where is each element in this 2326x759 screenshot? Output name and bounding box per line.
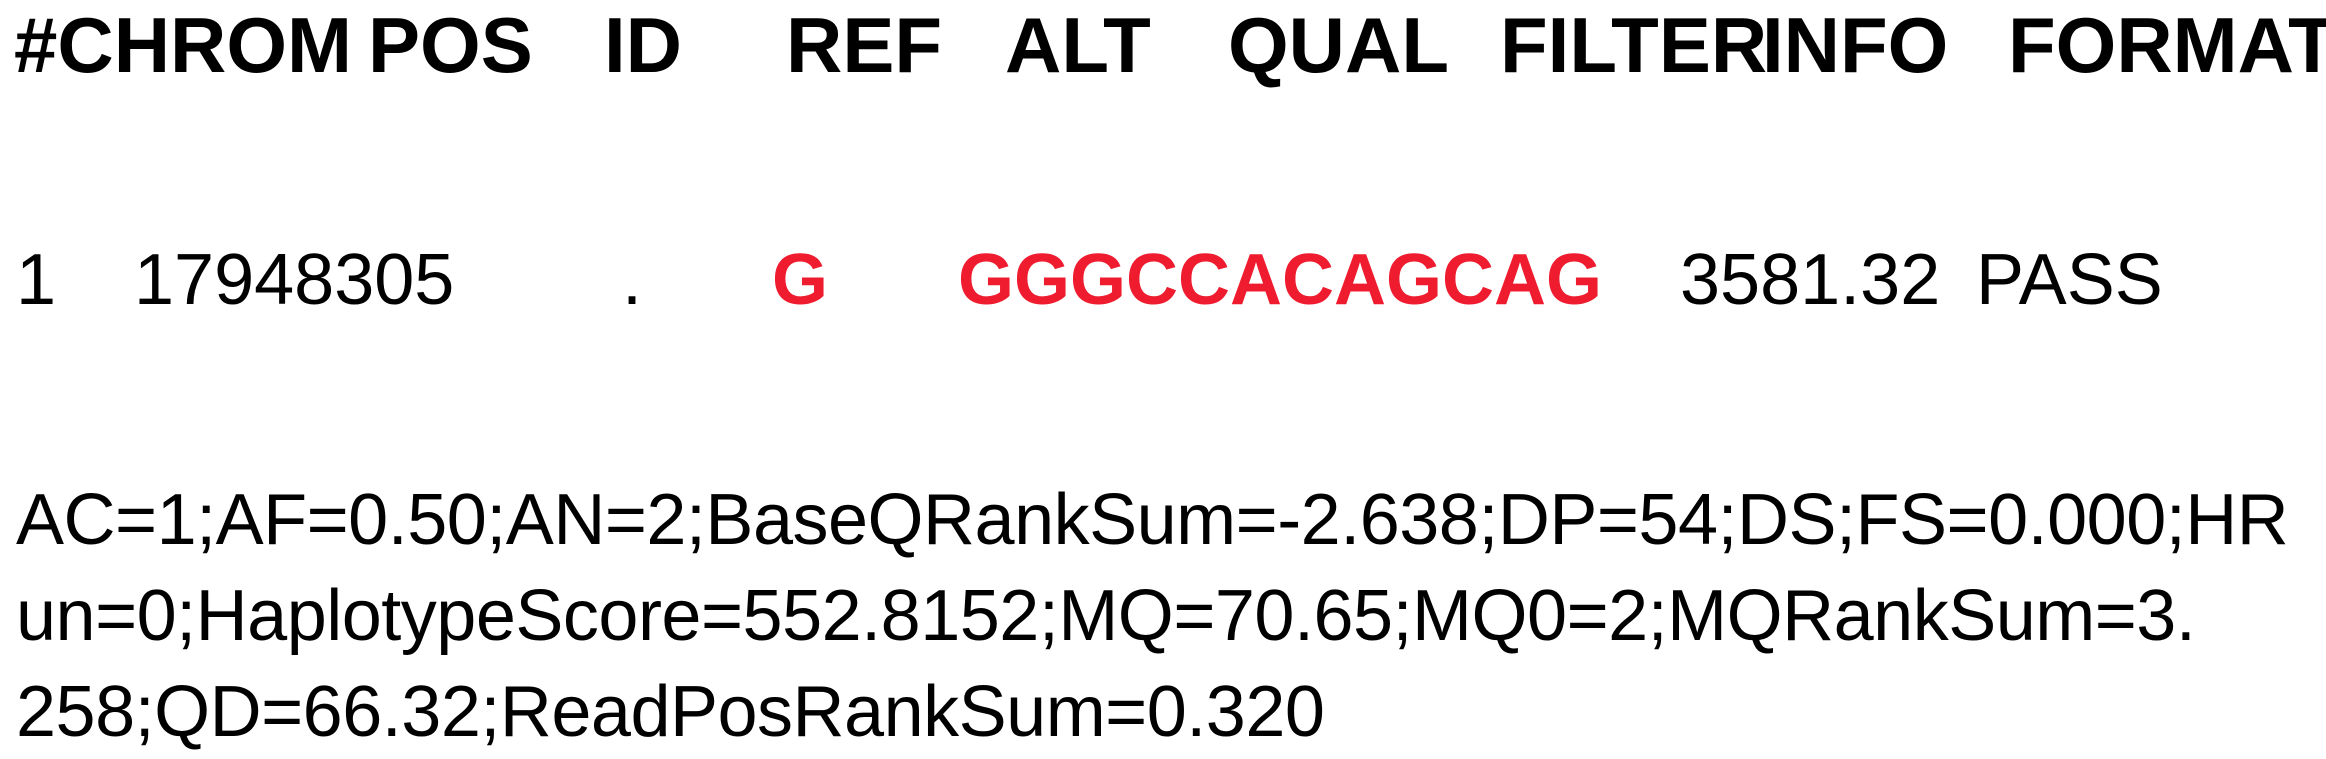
record-alt: GGGCCACAGCAG [958,240,1602,320]
record-chrom: 1 [16,240,57,320]
info-line-1: AC=1;AF=0.50;AN=2;BaseQRankSum=-2.638;DP… [16,480,2289,560]
header-qual: QUAL [1228,1,1449,89]
header-ref: REF [786,1,942,89]
header-id: ID [604,1,682,89]
header-info: INFO [1762,1,1949,89]
record-qual: 3581.32 [1680,240,1941,320]
header-alt: ALT [1005,1,1151,89]
header-format: FORMAT [2008,1,2326,89]
record-pos: 17948305 [134,240,455,320]
record-id: . [622,240,643,320]
info-line-2: un=0;HaplotypeScore=552.8152;MQ=70.65;MQ… [16,576,2196,656]
record-filter: PASS [1976,240,2163,320]
record-ref: G [772,240,829,320]
header-filter: FILTER [1500,1,1768,89]
header-pos: POS [368,1,533,89]
header-chrom: #CHROM [14,1,353,89]
info-line-3: 258;QD=66.32;ReadPosRankSum=0.320 [16,672,1325,752]
